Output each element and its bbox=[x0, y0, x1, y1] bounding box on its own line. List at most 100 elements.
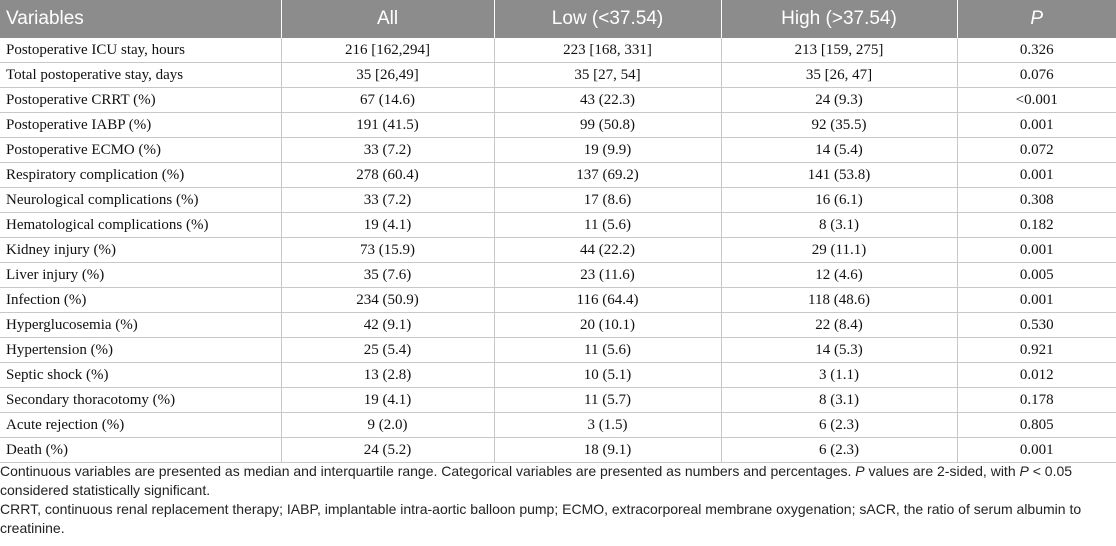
cell-p-value: 0.001 bbox=[957, 112, 1116, 138]
cell-variable: Postoperative CRRT (%) bbox=[0, 87, 282, 113]
cell-variable: Septic shock (%) bbox=[0, 362, 282, 388]
header-high: High (>37.54) bbox=[721, 0, 958, 38]
cell-high: 35 [26, 47] bbox=[721, 62, 958, 88]
cell-high: 12 (4.6) bbox=[721, 262, 958, 288]
results-table: Variables All Low (<37.54) High (>37.54)… bbox=[0, 0, 1116, 463]
table-row: Acute rejection (%) 9 (2.0) 3 (1.5) 6 (2.3)… bbox=[0, 412, 1116, 438]
cell-high: 24 (9.3) bbox=[721, 87, 958, 113]
cell-all: 216 [162,294] bbox=[281, 38, 495, 63]
table-header-row: Variables All Low (<37.54) High (>37.54)… bbox=[0, 0, 1116, 38]
cell-variable: Neurological complications (%) bbox=[0, 187, 282, 213]
cell-p-value: 0.182 bbox=[957, 212, 1116, 238]
table-row: Postoperative ICU stay, hours 216 [162,29… bbox=[0, 38, 1116, 63]
cell-p-value: 0.005 bbox=[957, 262, 1116, 288]
cell-p-value: 0.076 bbox=[957, 62, 1116, 88]
cell-all: 191 (41.5) bbox=[281, 112, 495, 138]
cell-all: 33 (7.2) bbox=[281, 187, 495, 213]
table-footnotes: Continuous variables are presented as me… bbox=[0, 462, 1110, 538]
cell-p-value: 0.012 bbox=[957, 362, 1116, 388]
cell-low: 3 (1.5) bbox=[494, 412, 722, 438]
cell-p-value: 0.326 bbox=[957, 38, 1116, 63]
header-variables: Variables bbox=[0, 0, 282, 38]
cell-all: 33 (7.2) bbox=[281, 137, 495, 163]
cell-low: 43 (22.3) bbox=[494, 87, 722, 113]
cell-low: 35 [27, 54] bbox=[494, 62, 722, 88]
cell-high: 213 [159, 275] bbox=[721, 38, 958, 63]
table-row: Hypertension (%) 25 (5.4) 11 (5.6) 14 (5.3)… bbox=[0, 337, 1116, 363]
cell-variable: Kidney injury (%) bbox=[0, 237, 282, 263]
cell-all: 9 (2.0) bbox=[281, 412, 495, 438]
table-row: Neurological complications (%) 33 (7.2) 17… bbox=[0, 187, 1116, 213]
cell-high: 6 (2.3) bbox=[721, 437, 958, 463]
cell-variable: Infection (%) bbox=[0, 287, 282, 313]
cell-p-value: 0.001 bbox=[957, 162, 1116, 188]
cell-p-value: 0.001 bbox=[957, 437, 1116, 463]
cell-variable: Death (%) bbox=[0, 437, 282, 463]
cell-low: 17 (8.6) bbox=[494, 187, 722, 213]
cell-p-value: 0.308 bbox=[957, 187, 1116, 213]
cell-low: 23 (11.6) bbox=[494, 262, 722, 288]
header-low: Low (<37.54) bbox=[494, 0, 722, 38]
footnote-abbreviations: CRRT, continuous renal replacement thera… bbox=[0, 501, 1082, 536]
cell-high: 14 (5.3) bbox=[721, 337, 958, 363]
cell-low: 11 (5.6) bbox=[494, 212, 722, 238]
footnote-statistics: Continuous variables are presented as me… bbox=[0, 462, 1110, 500]
cell-all: 19 (4.1) bbox=[281, 387, 495, 413]
cell-variable: Hematological complications (%) bbox=[0, 212, 282, 238]
cell-variable: Postoperative IABP (%) bbox=[0, 112, 282, 138]
cell-p-value: <0.001 bbox=[957, 87, 1116, 113]
footnote-text: < 0.05 considered statistically signific… bbox=[0, 463, 1073, 498]
footnote-text: Continuous variables are presented as me… bbox=[0, 463, 856, 479]
cell-low: 99 (50.8) bbox=[494, 112, 722, 138]
cell-high: 141 (53.8) bbox=[721, 162, 958, 188]
cell-all: 67 (14.6) bbox=[281, 87, 495, 113]
table-row: Septic shock (%) 13 (2.8) 10 (5.1) 3 (1.1) 0… bbox=[0, 362, 1116, 388]
cell-all: 35 [26,49] bbox=[281, 62, 495, 88]
table-row: Liver injury (%) 35 (7.6) 23 (11.6) 12 (4.6… bbox=[0, 262, 1116, 288]
cell-p-value: 0.805 bbox=[957, 412, 1116, 438]
cell-all: 19 (4.1) bbox=[281, 212, 495, 238]
cell-all: 25 (5.4) bbox=[281, 337, 495, 363]
header-p: P bbox=[957, 0, 1116, 38]
cell-p-value: 0.921 bbox=[957, 337, 1116, 363]
cell-p-value: 0.001 bbox=[957, 287, 1116, 313]
cell-high: 8 (3.1) bbox=[721, 387, 958, 413]
cell-high: 3 (1.1) bbox=[721, 362, 958, 388]
cell-p-value: 0.001 bbox=[957, 237, 1116, 263]
table-row: Postoperative IABP (%) 191 (41.5) 99 (50.8… bbox=[0, 112, 1116, 138]
table-row: Hematological complications (%) 19 (4.1) 1… bbox=[0, 212, 1116, 238]
table-row: Kidney injury (%) 73 (15.9) 44 (22.2) 29 (1… bbox=[0, 237, 1116, 263]
cell-low: 10 (5.1) bbox=[494, 362, 722, 388]
cell-low: 20 (10.1) bbox=[494, 312, 722, 338]
cell-all: 278 (60.4) bbox=[281, 162, 495, 188]
cell-variable: Total postoperative stay, days bbox=[0, 62, 282, 88]
cell-high: 22 (8.4) bbox=[721, 312, 958, 338]
cell-p-value: 0.072 bbox=[957, 137, 1116, 163]
table-body: Postoperative ICU stay, hours 216 [162,29… bbox=[0, 38, 1116, 463]
cell-p-value: 0.530 bbox=[957, 312, 1116, 338]
cell-low: 18 (9.1) bbox=[494, 437, 722, 463]
cell-variable: Hypertension (%) bbox=[0, 337, 282, 363]
cell-variable: Liver injury (%) bbox=[0, 262, 282, 288]
footnote-text: values are 2-sided, with bbox=[864, 463, 1020, 479]
cell-p-value: 0.178 bbox=[957, 387, 1116, 413]
cell-variable: Respiratory complication (%) bbox=[0, 162, 282, 188]
cell-low: 19 (9.9) bbox=[494, 137, 722, 163]
cell-high: 29 (11.1) bbox=[721, 237, 958, 263]
cell-high: 14 (5.4) bbox=[721, 137, 958, 163]
cell-all: 13 (2.8) bbox=[281, 362, 495, 388]
cell-all: 73 (15.9) bbox=[281, 237, 495, 263]
cell-low: 223 [168, 331] bbox=[494, 38, 722, 63]
header-all: All bbox=[281, 0, 495, 38]
cell-high: 6 (2.3) bbox=[721, 412, 958, 438]
footnote-p-symbol: P bbox=[855, 463, 865, 479]
cell-variable: Postoperative ICU stay, hours bbox=[0, 38, 282, 63]
cell-low: 116 (64.4) bbox=[494, 287, 722, 313]
cell-low: 11 (5.6) bbox=[494, 337, 722, 363]
cell-high: 8 (3.1) bbox=[721, 212, 958, 238]
cell-variable: Hyperglucosemia (%) bbox=[0, 312, 282, 338]
cell-high: 16 (6.1) bbox=[721, 187, 958, 213]
cell-low: 11 (5.7) bbox=[494, 387, 722, 413]
cell-variable: Secondary thoracotomy (%) bbox=[0, 387, 282, 413]
table-row: Death (%) 24 (5.2) 18 (9.1) 6 (2.3) 0.001 bbox=[0, 437, 1116, 463]
